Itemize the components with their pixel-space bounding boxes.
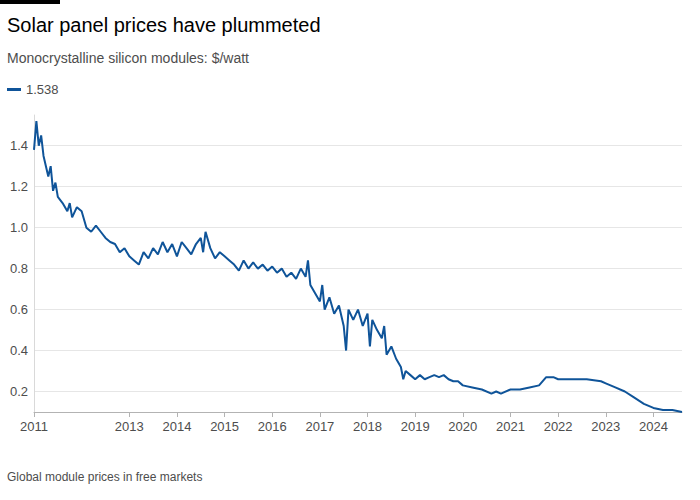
svg-text:1.2: 1.2 (10, 179, 28, 194)
svg-text:2011: 2011 (20, 419, 48, 434)
svg-text:2016: 2016 (258, 419, 287, 434)
svg-text:0.8: 0.8 (10, 261, 28, 276)
svg-text:1.4: 1.4 (10, 138, 28, 153)
svg-text:0.2: 0.2 (10, 384, 28, 399)
svg-text:2014: 2014 (162, 419, 191, 434)
svg-text:2024: 2024 (639, 419, 668, 434)
svg-text:2019: 2019 (401, 419, 430, 434)
svg-text:2022: 2022 (544, 419, 573, 434)
svg-text:1.538: 1.538 (26, 82, 59, 97)
svg-text:2013: 2013 (115, 419, 144, 434)
svg-text:2021: 2021 (496, 419, 525, 434)
svg-text:Global module prices in free m: Global module prices in free markets (7, 470, 202, 484)
svg-text:Solar panel prices have plumme: Solar panel prices have plummeted (7, 14, 321, 36)
svg-text:0.6: 0.6 (10, 302, 28, 317)
svg-text:2023: 2023 (591, 419, 620, 434)
svg-text:0.4: 0.4 (10, 343, 28, 358)
svg-text:2020: 2020 (448, 419, 477, 434)
svg-text:2015: 2015 (210, 419, 239, 434)
svg-text:1.0: 1.0 (10, 220, 28, 235)
svg-text:2017: 2017 (305, 419, 334, 434)
svg-text:2018: 2018 (353, 419, 382, 434)
svg-text:Monocrystalline silicon module: Monocrystalline silicon modules: $/watt (7, 50, 249, 66)
